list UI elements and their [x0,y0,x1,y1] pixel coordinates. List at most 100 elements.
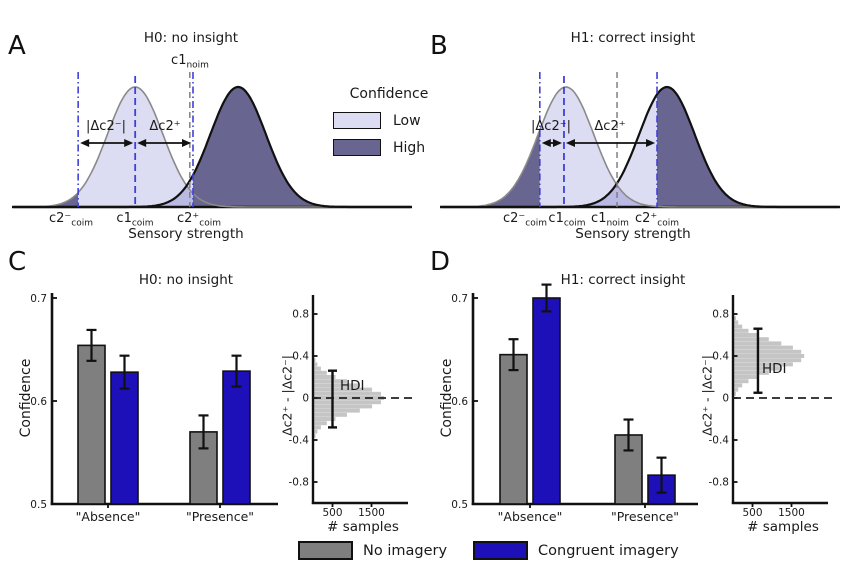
panel-b-xtick-c2plus: c2⁺coim [634,211,680,229]
confidence-legend-title: Confidence [349,86,429,102]
x-tick-label: 500 [742,507,762,519]
low-confidence-region [539,87,658,207]
category-label: "Absence" [498,509,563,524]
histogram-bar [314,429,318,434]
histogram-bar [734,370,769,375]
y-tick-label: 0.4 [292,351,309,363]
panel-b-distribution-plot [440,72,840,209]
x-tick-label: 1500 [778,507,805,519]
histogram-bar [314,383,360,388]
panel-a-xtick-c1: c1coim [116,211,154,229]
x-tick-label: 500 [322,507,342,519]
histogram-bar [314,412,347,417]
delta-neg-arrow-head-right [552,139,562,147]
panel-b-letter: B [430,31,448,61]
y-tick-label: 0.7 [451,293,468,305]
panel-d-bar-chart: 0.7 0.6 0.5 "Absence" "Presence" [451,283,698,524]
histogram-bar [314,421,327,426]
panel-d-letter: D [430,247,451,277]
delta-pos-arrow-head-right [181,139,191,147]
delta-pos-arrow-head-right [646,139,656,147]
delta-neg-arrow-head-left [80,139,90,147]
histogram-bar [314,417,336,421]
histogram-bar [314,400,381,405]
histogram-bar [734,387,739,392]
x-tick-label: 1500 [358,507,385,519]
histogram-bar [314,396,385,400]
y-tick-label: 0 [722,393,729,405]
panel-c-bar-chart: 0.7 0.6 0.5 "Absence" "Presence" [30,293,278,524]
category-label: "Presence" [186,509,254,524]
histogram-bar [314,408,360,413]
high-distribution-curve [442,85,838,209]
histogram-bar [734,383,743,388]
histogram-bar [314,366,321,371]
histogram-bar [734,354,805,358]
bar-congruent-imagery-0 [110,371,139,505]
category-label: "Absence" [76,509,141,524]
no-imagery-label: No imagery [363,542,448,559]
histogram-bar [734,316,736,321]
histogram-bar [734,362,793,367]
histogram-bar [734,324,743,329]
panel-b-xtick-c2minus: c2⁻coim [502,211,548,229]
y-tick-label: 0.6 [451,396,468,408]
histogram-bar [314,387,373,392]
y-tick-label: 0 [302,393,309,405]
confidence-legend: Confidence Low High [333,86,445,156]
legend-item-low: Low [333,112,445,129]
histogram-bar [734,345,793,350]
congruent-imagery-label: Congruent imagery [538,542,679,559]
panel-d-hdi-plot: 0.8 0.4 0 -0.4 -0.8 HDI 500 1500# samples [709,295,837,535]
delta-neg-arrow-head-left [541,139,551,147]
hdi-label: HDI [340,378,365,394]
hdi-xaxis-label: # samples [327,519,399,535]
distribution-overlap-region [78,185,193,207]
histogram-bar [314,358,316,363]
imagery-legend: No imagery Congruent imagery [298,541,679,560]
no-imagery-swatch [298,541,353,560]
panel-a-distribution-plot [12,72,412,209]
y-tick-label: 0.7 [30,293,47,305]
bar-no-imagery-0 [499,353,528,505]
y-tick-label: -0.8 [289,477,310,489]
histogram-bar [734,375,758,379]
hdi-label: HDI [762,361,787,377]
y-tick-label: 0.4 [712,351,729,363]
y-tick-label: 0.5 [30,499,47,511]
panel-b-delta-pos-label: Δc2⁺ [594,119,626,134]
bar-no-imagery-0 [77,344,106,505]
histogram-bar [734,349,802,354]
panel-c-title: H0: no insight [138,272,234,288]
distribution-overlap-region [539,184,658,207]
panel-a-delta-neg-label: |Δc2⁻| [86,119,126,134]
panel-a-xaxis-label: Sensory strength [128,226,244,242]
histogram-bar [734,328,749,333]
delta-pos-arrow-head-left [137,139,147,147]
panel-a-c1noim-label: c1noim [171,53,209,71]
category-label: "Presence" [611,509,679,524]
panel-c-hdi-plot: 0.8 0.4 0 -0.4 -0.8 HDI 500 1500# samples [289,295,417,535]
high-confidence-label: High [393,139,426,156]
y-tick-label: -0.4 [289,435,310,447]
hdi-xaxis-label: # samples [747,519,819,535]
y-tick-label: 0.6 [30,396,47,408]
panel-a-delta-pos-label: Δc2⁺ [149,119,181,134]
histogram-bar [314,362,318,367]
legend-item-high: High [333,139,445,156]
congruent-imagery-swatch [473,541,529,560]
histogram-bar [734,358,802,363]
histogram-bar [314,375,336,379]
histogram-bar [314,433,316,438]
y-tick-label: 0.8 [712,309,729,321]
delta-pos-arrow-head-left [565,139,575,147]
bar-congruent-imagery-0 [532,297,561,505]
panel-b-xaxis-label: Sensory strength [575,226,691,242]
bar-congruent-imagery-1 [222,370,251,505]
panel-b-title: H1: correct insight [570,30,696,46]
histogram-bar [734,337,769,342]
panel-a-xtick-c2minus: c2⁻coim [48,211,94,229]
histogram-bar [734,391,736,396]
histogram-bar [314,391,381,396]
